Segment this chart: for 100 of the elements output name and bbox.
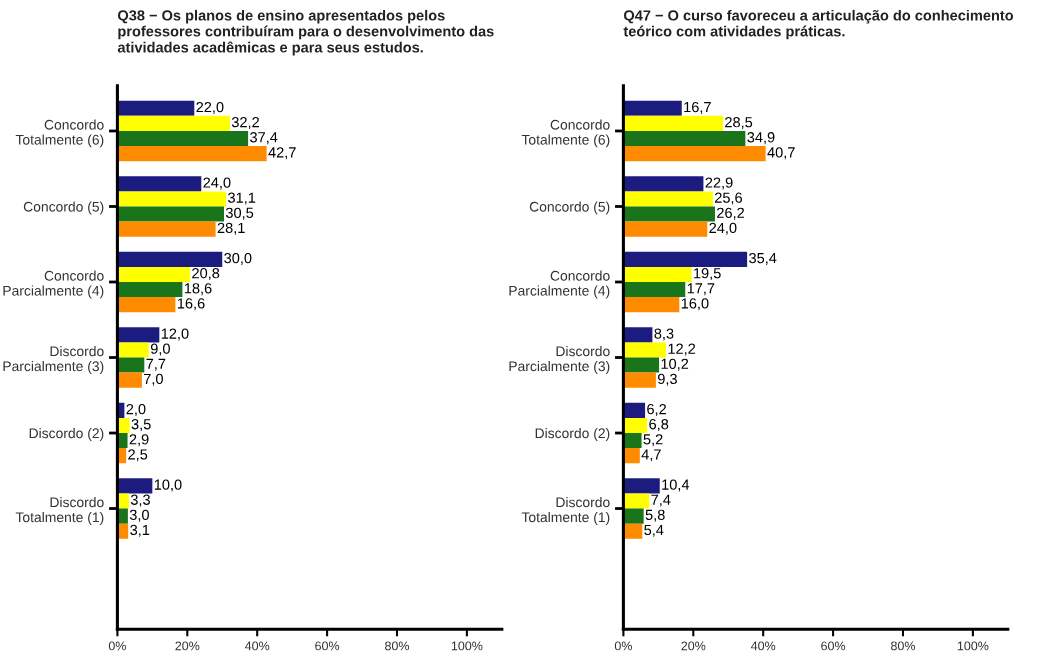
y-tick-label: Discordo Parcialmente (3) — [509, 346, 610, 374]
data-label: 6,2 — [647, 403, 666, 416]
data-label: 10,2 — [661, 358, 689, 371]
y-tick-label: Discordo (2) — [535, 427, 610, 441]
bar — [623, 297, 680, 313]
y-tick-label: Concordo Parcialmente (4) — [3, 270, 104, 299]
bar — [623, 146, 766, 162]
data-label: 10,0 — [154, 479, 182, 492]
bar — [117, 372, 142, 388]
data-label: 9,3 — [657, 373, 677, 386]
bar — [117, 221, 216, 237]
data-label: 22,9 — [705, 177, 733, 190]
bar — [623, 282, 686, 298]
bar — [117, 176, 202, 192]
data-label: 7,4 — [651, 494, 671, 507]
x-tick-label: 0% — [108, 641, 126, 651]
bar — [117, 191, 227, 207]
bar — [117, 297, 176, 313]
bar — [623, 402, 646, 418]
y-tick-label: Discordo Totalmente (1) — [521, 497, 610, 525]
y-tick-label: Concordo (5) — [23, 201, 104, 215]
data-label: 3,5 — [131, 419, 151, 432]
x-tick-label: 60% — [315, 641, 340, 651]
data-label: 4,7 — [641, 449, 661, 462]
data-label: 42,7 — [268, 147, 296, 160]
bar — [117, 327, 160, 343]
x-tick-label: 80% — [891, 641, 916, 651]
data-label: 7,7 — [146, 358, 166, 371]
x-tick-label: 0% — [614, 641, 632, 651]
data-label: 5,8 — [645, 509, 665, 522]
data-label: 22,0 — [196, 101, 224, 114]
bar — [117, 206, 224, 222]
bar — [117, 115, 230, 131]
bar — [117, 282, 183, 298]
bar — [623, 372, 656, 388]
data-label: 24,0 — [203, 177, 231, 190]
y-tick-label: Concordo Totalmente (6) — [521, 119, 610, 148]
data-label: 19,5 — [694, 268, 721, 281]
x-tick-label: 40% — [750, 641, 776, 651]
bar — [623, 191, 713, 207]
bar — [117, 342, 149, 358]
data-label: 18,6 — [184, 283, 212, 296]
data-label: 7,0 — [144, 373, 163, 386]
chart-title: Q47 − O curso favoreceu a articulação do conhecimento teórico com atividades práticas. — [623, 9, 1014, 40]
bar — [623, 221, 708, 237]
data-label: 31,1 — [228, 192, 256, 205]
bar — [117, 266, 191, 282]
data-label: 30,0 — [224, 252, 252, 265]
data-label: 5,2 — [643, 434, 663, 447]
data-label: 32,2 — [231, 117, 259, 130]
x-tick-label: 20% — [175, 641, 200, 651]
bar — [623, 176, 704, 192]
y-tick-label: Concordo (5) — [529, 201, 610, 215]
x-tick-label: 60% — [821, 641, 846, 651]
data-label: 5,4 — [644, 524, 664, 537]
bar — [623, 357, 660, 373]
data-label: 28,1 — [217, 222, 245, 235]
data-label: 40,7 — [767, 147, 795, 160]
x-tick-label: 100% — [957, 641, 989, 651]
data-label: 16,0 — [681, 298, 709, 311]
bar — [623, 266, 692, 282]
data-label: 16,7 — [684, 101, 711, 114]
bar — [117, 146, 267, 162]
bar — [623, 115, 723, 131]
bar — [117, 251, 223, 267]
data-label: 16,6 — [177, 298, 205, 311]
data-label: 34,9 — [747, 132, 775, 145]
data-label: 3,1 — [130, 524, 150, 537]
bar — [117, 130, 249, 147]
data-label: 2,9 — [129, 434, 149, 447]
y-tick-label: Discordo Totalmente (1) — [15, 497, 104, 525]
data-label: 35,4 — [749, 252, 777, 265]
bar — [623, 100, 682, 116]
data-label: 10,4 — [662, 479, 690, 492]
data-label: 26,2 — [717, 207, 744, 220]
data-label: 17,7 — [687, 283, 715, 296]
x-tick-label: 40% — [244, 641, 270, 651]
bar — [623, 508, 644, 524]
data-label: 37,4 — [250, 132, 278, 145]
data-label: 30,5 — [225, 207, 254, 220]
data-label: 12,2 — [668, 343, 696, 356]
bar — [623, 251, 748, 267]
x-tick-label: 20% — [681, 641, 706, 651]
data-label: 20,8 — [192, 268, 220, 281]
bar — [117, 100, 195, 116]
y-tick-label: Concordo Totalmente (6) — [15, 119, 104, 148]
data-label: 12,0 — [161, 328, 189, 341]
bar — [623, 342, 667, 358]
x-tick-label: 100% — [451, 641, 483, 651]
data-label: 25,6 — [714, 192, 742, 205]
data-label: 2,0 — [126, 403, 146, 416]
data-label: 8,3 — [654, 328, 674, 341]
y-tick-label: Discordo Parcialmente (3) — [3, 346, 104, 374]
bar — [623, 493, 650, 509]
bar — [117, 493, 129, 509]
data-label: 2,5 — [128, 449, 148, 462]
data-label: 3,3 — [130, 494, 150, 507]
data-label: 28,5 — [725, 117, 753, 130]
bar — [623, 417, 648, 434]
bar — [623, 433, 642, 449]
